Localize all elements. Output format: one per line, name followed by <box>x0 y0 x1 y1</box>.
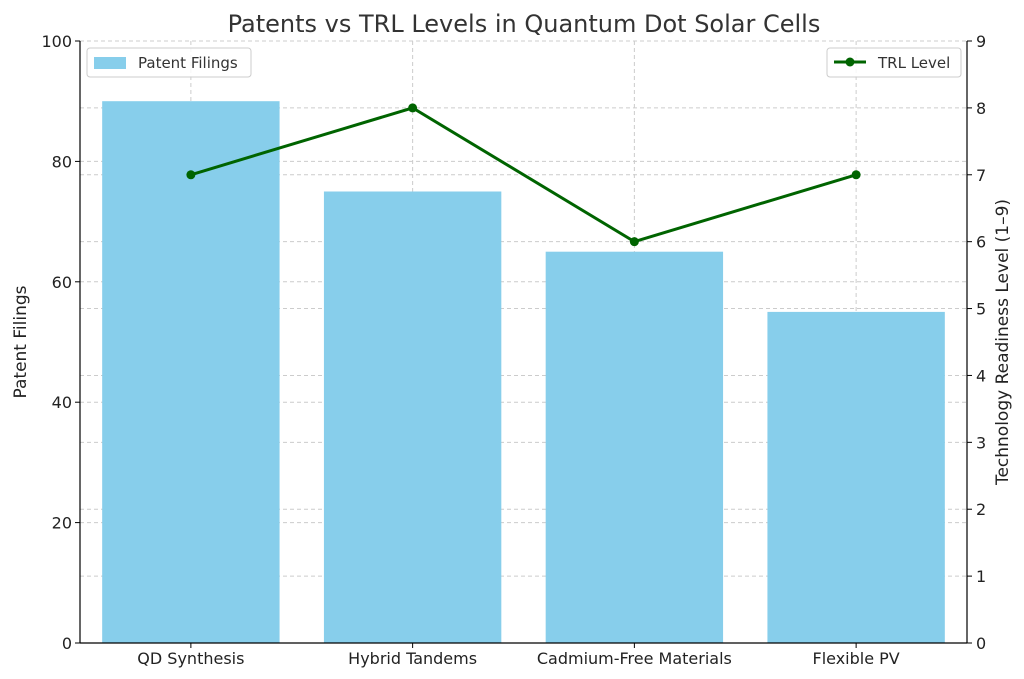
bar <box>767 311 945 643</box>
bar <box>323 191 502 643</box>
legend-bars-swatch <box>94 57 126 69</box>
y2-tick-label: 3 <box>976 433 986 452</box>
x-tick-label: Cadmium-Free Materials <box>537 649 732 668</box>
y2-tick-label: 7 <box>976 166 986 185</box>
legend-line-marker <box>845 57 855 67</box>
y2-tick-label: 9 <box>976 32 986 51</box>
trl-point <box>186 170 196 180</box>
bars <box>102 101 945 643</box>
y-tick-label: 60 <box>52 273 72 292</box>
y-tick-label: 100 <box>41 32 72 51</box>
y-tick-label: 0 <box>62 634 72 653</box>
trl-point <box>408 103 418 113</box>
bar <box>545 251 724 643</box>
y2-tick-label: 0 <box>976 634 986 653</box>
y2-axis-label: Technology Readiness Level (1–9) <box>993 199 1013 486</box>
y-tick-label: 20 <box>52 514 72 533</box>
bar <box>102 101 280 643</box>
axes: 0 20 40 60 80 100 0 1 2 3 4 5 6 7 8 9 QD Synthesis Hybrid… <box>41 32 986 668</box>
trl-line <box>186 103 861 247</box>
legend-line: TRL Level <box>826 47 962 78</box>
y2-tick-label: 8 <box>976 99 986 118</box>
y2-tick-label: 4 <box>976 366 986 385</box>
x-tick-label: QD Synthesis <box>137 649 244 668</box>
trl-point <box>851 170 861 180</box>
x-tick-label: Hybrid Tandems <box>348 649 477 668</box>
trl-line-path <box>190 106 857 244</box>
legend-bars-label: Patent Filings <box>138 54 238 72</box>
legend-line-label: TRL Level <box>877 54 950 72</box>
y2-tick-label: 5 <box>976 300 986 319</box>
y-tick-label: 80 <box>52 152 72 171</box>
chart-title: Patents vs TRL Levels in Quantum Dot Sol… <box>228 10 821 38</box>
y2-tick-label: 6 <box>976 233 986 252</box>
x-tick-label: Flexible PV <box>813 649 900 668</box>
legend-bars: Patent Filings <box>86 47 252 78</box>
y-tick-label: 40 <box>52 393 72 412</box>
y2-tick-label: 2 <box>976 500 986 519</box>
y2-tick-label: 1 <box>976 567 986 586</box>
y-axis-label: Patent Filings <box>11 285 31 398</box>
trl-point <box>629 237 639 247</box>
